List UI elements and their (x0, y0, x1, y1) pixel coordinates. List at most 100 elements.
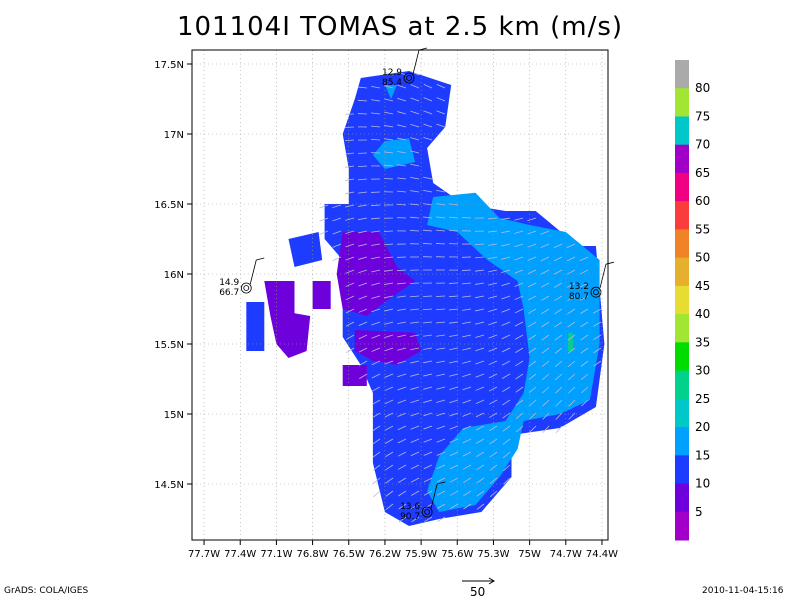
wind-arrow (397, 124, 407, 128)
wind-arrow (449, 386, 459, 390)
wind-arrow (502, 399, 511, 406)
x-axis: 77.7W 77.4W 77.1W 76.8W 76.5W 76.2W 75.9W 75.6W… (188, 540, 618, 560)
wind-arrow (437, 516, 446, 523)
wind-arrow (580, 334, 589, 341)
wind-arrow (397, 386, 407, 391)
wind-arrow (383, 243, 394, 246)
wind-arrow (567, 308, 576, 315)
observation-label: 13.6 (400, 502, 420, 512)
wind-arrow (449, 203, 459, 206)
wind-arrow (436, 229, 446, 232)
wind-arrow (462, 464, 472, 470)
wind-arrow (515, 373, 524, 380)
colorbar-swatch (675, 257, 689, 287)
wind-arrow (436, 347, 446, 350)
wind-arrow (423, 399, 433, 403)
reference-vector (462, 577, 495, 585)
wind-arrow (345, 217, 355, 221)
colorbar-swatch (675, 116, 689, 146)
wind-arrow (397, 347, 407, 351)
wind-barb (256, 257, 265, 261)
plot-frame (191, 49, 609, 541)
wind-arrow (384, 399, 394, 405)
wind-arrow (528, 334, 537, 341)
wind-arrow (397, 111, 407, 115)
wind-arrow (553, 282, 563, 288)
wind-region (246, 302, 265, 351)
wind-arrow (345, 178, 355, 181)
wind-arrow (383, 164, 394, 167)
wind-barb (599, 264, 607, 289)
colorbar-swatch (675, 398, 689, 428)
wind-arrow (568, 399, 576, 407)
wind-arrow (372, 490, 381, 498)
wind-arrow (554, 334, 563, 341)
wind-arrow (436, 321, 446, 324)
wind-arrow (501, 217, 511, 220)
wind-arrow (501, 321, 511, 326)
wind-arrow (346, 347, 355, 354)
wind-arrow (409, 230, 420, 232)
observation-label: 13.2 (569, 282, 589, 292)
wind-arrow (384, 360, 394, 365)
wind-arrow (332, 217, 342, 222)
wind-arrow (580, 373, 589, 381)
wind-arrow (345, 269, 355, 274)
wind-arrow (514, 269, 524, 274)
wind-arrow (542, 425, 550, 433)
wind-arrow (462, 425, 472, 430)
wind-arrow (358, 191, 368, 194)
colorbar-swatch (675, 201, 689, 230)
wind-arrow (475, 425, 485, 431)
wind-arrow (385, 464, 394, 471)
wind-arrow (515, 386, 524, 393)
wind-arrow (436, 464, 446, 470)
wind-arrow (436, 110, 446, 115)
wind-arrow (385, 503, 394, 510)
wind-arrow (410, 438, 420, 443)
wind-arrow (410, 163, 420, 167)
reference-vector-label: 50 (470, 585, 486, 599)
wind-arrow (449, 373, 459, 377)
wind-region (342, 365, 367, 386)
wind-arrow (423, 123, 433, 128)
wind-arrow (463, 490, 472, 497)
wind-arrow (372, 438, 381, 445)
wind-arrow (502, 386, 511, 393)
wind-arrow (502, 425, 511, 432)
wind-arrow (345, 256, 355, 261)
wind-arrow (450, 503, 459, 509)
y-tick-label: 15.5N (154, 340, 184, 351)
wind-arrow (345, 191, 355, 195)
wind-arrow (371, 256, 381, 260)
wind-arrow (385, 477, 394, 484)
wind-arrow (358, 308, 368, 313)
wind-arrow (397, 412, 407, 417)
wind-arrow (423, 110, 433, 115)
x-tick-label: 74.4W (586, 549, 618, 560)
colorbar-label: 50 (695, 251, 710, 265)
wind-arrow (357, 165, 368, 168)
wind-arrow (475, 412, 485, 418)
wind-arrow (527, 308, 537, 314)
wind-arrow (448, 229, 459, 232)
wind-arrow (476, 490, 485, 497)
wind-arrow (436, 334, 446, 337)
wind-arrow (475, 334, 485, 338)
wind-arrow (580, 347, 589, 354)
wind-arrow (384, 111, 394, 115)
wind-arrow (436, 412, 446, 417)
wind-arrow (555, 399, 563, 407)
wind-arrow (568, 386, 576, 394)
wind-arrow (501, 295, 511, 300)
colorbar-label: 25 (695, 392, 710, 406)
wind-arrow (528, 386, 537, 394)
wind-arrow (501, 373, 511, 379)
wind-arrow (475, 282, 485, 285)
wind-arrow (515, 360, 524, 367)
wind-arrow (423, 137, 433, 141)
wind-arrow (540, 269, 550, 275)
colorbar-swatch (675, 483, 689, 513)
colorbar-label: 45 (695, 279, 710, 293)
wind-arrow (410, 321, 420, 324)
